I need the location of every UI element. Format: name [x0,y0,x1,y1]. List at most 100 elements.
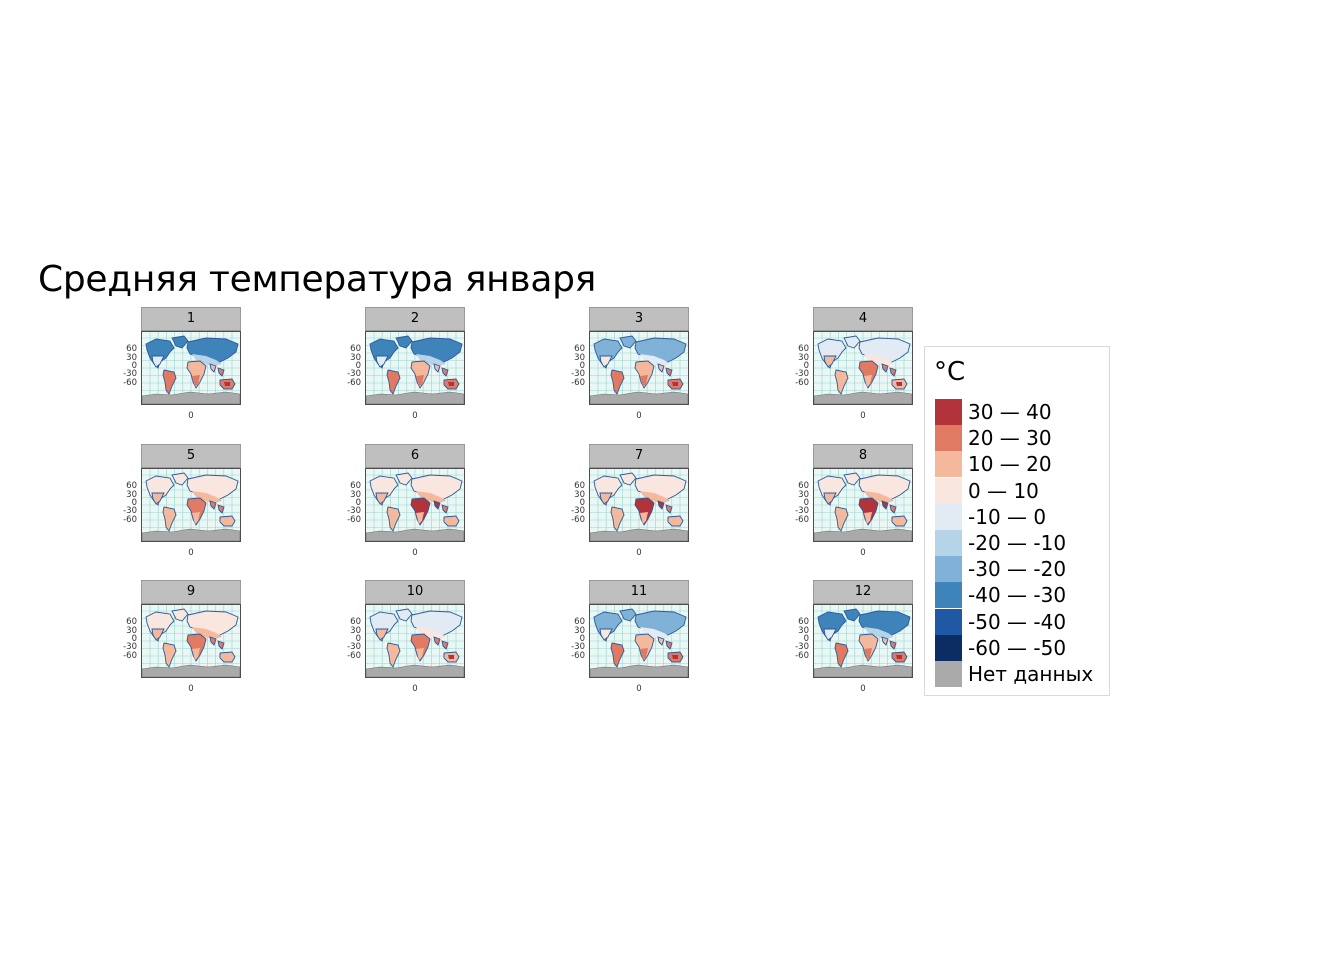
legend-label: -40 — -30 [968,583,1067,608]
y-tick-label: 30 [350,353,361,363]
x-tick-label: 0 [188,684,194,694]
y-tick-label: 30 [798,626,809,636]
y-tick-label: 60 [350,481,361,491]
x-tick-label: 0 [636,411,642,421]
y-tick-label: 0 [579,498,585,508]
y-tick-label: -30 [123,369,137,379]
y-tick-label: 60 [574,617,585,627]
legend-item: 30 — 40 [935,399,1107,425]
y-tick-label: -60 [347,515,361,525]
x-tick-label: 0 [412,684,418,694]
y-tick-label: 30 [350,626,361,636]
y-tick-label: 30 [574,490,585,500]
legend-label: Нет данных [968,662,1094,686]
y-tick-label: 30 [126,626,137,636]
facet-strip-label: 10 [365,580,465,604]
facet-strip-label: 8 [813,444,913,468]
y-tick-label: -60 [347,651,361,661]
legend-swatch [935,503,962,530]
world-map [589,468,689,542]
legend-item: -60 — -50 [935,634,1107,661]
legend-item: 0 — 10 [935,477,1107,504]
facet-strip-label: 9 [141,580,241,604]
facet-strip-label: 6 [365,444,465,468]
y-tick-label: 30 [126,353,137,363]
y-tick-label: 60 [574,344,585,354]
y-tick-label: 60 [350,344,361,354]
legend-title: °C [934,357,966,387]
legend-label: 10 — 20 [968,452,1052,477]
legend-item: 20 — 30 [935,425,1107,452]
y-tick-label: -30 [795,506,809,516]
world-map [365,331,465,405]
y-tick-label: 60 [350,617,361,627]
world-map [813,331,913,405]
world-map [813,604,913,678]
y-tick-label: 0 [355,634,361,644]
y-tick-label: -30 [571,506,585,516]
y-tick-label: -30 [347,642,361,652]
legend-item: -50 — -40 [935,608,1107,635]
y-tick-label: 60 [126,344,137,354]
legend-item: -10 — 0 [935,503,1107,530]
legend-swatch [935,556,962,583]
world-map [141,331,241,405]
facet-strip-label: 12 [813,580,913,604]
y-tick-label: -60 [571,651,585,661]
legend-item: Нет данных [935,661,1107,687]
legend-label: 30 — 40 [968,400,1052,424]
y-tick-label: -30 [347,506,361,516]
y-tick-label: 60 [798,481,809,491]
y-tick-label: 30 [798,353,809,363]
legend-label: -30 — -20 [968,557,1067,582]
y-tick-label: 0 [579,361,585,371]
y-tick-label: -60 [123,515,137,525]
legend-swatch [935,399,962,425]
world-map [141,468,241,542]
legend-swatch [935,451,962,478]
y-tick-label: 30 [350,490,361,500]
y-tick-label: 30 [126,490,137,500]
legend-swatch [935,608,962,635]
y-tick-label: -30 [571,642,585,652]
world-map [365,604,465,678]
x-tick-label: 0 [860,548,866,558]
y-tick-label: 30 [574,353,585,363]
facet-strip-label: 5 [141,444,241,468]
y-tick-label: -60 [795,378,809,388]
y-tick-label: -60 [123,378,137,388]
legend-label: -20 — -10 [968,531,1067,555]
y-tick-label: 0 [131,634,137,644]
x-tick-label: 0 [860,411,866,421]
y-tick-label: 0 [131,498,137,508]
x-tick-label: 0 [636,548,642,558]
facet-strip-label: 11 [589,580,689,604]
y-tick-label: 30 [574,626,585,636]
y-tick-label: 60 [798,344,809,354]
legend-label: -10 — 0 [968,504,1047,529]
world-map [141,604,241,678]
y-tick-label: -30 [795,642,809,652]
legend-swatch [935,634,962,661]
x-tick-label: 0 [860,684,866,694]
y-tick-label: -30 [795,369,809,379]
y-tick-label: 60 [574,481,585,491]
y-tick-label: 0 [131,361,137,371]
y-tick-label: 0 [579,634,585,644]
y-tick-label: -60 [571,515,585,525]
chart-title: Средняя температура января [38,259,597,300]
legend-swatch [935,661,962,687]
y-tick-label: -60 [123,651,137,661]
x-tick-label: 0 [412,411,418,421]
legend-label: -60 — -50 [968,635,1067,660]
legend-label: 20 — 30 [968,426,1052,451]
x-tick-label: 0 [188,548,194,558]
y-tick-label: 0 [803,498,809,508]
facet-strip-label: 2 [365,307,465,331]
facet-strip-label: 7 [589,444,689,468]
y-tick-label: -30 [123,506,137,516]
y-tick-label: -60 [347,378,361,388]
facet-strip-label: 4 [813,307,913,331]
y-tick-label: 60 [126,481,137,491]
y-tick-label: 30 [798,490,809,500]
